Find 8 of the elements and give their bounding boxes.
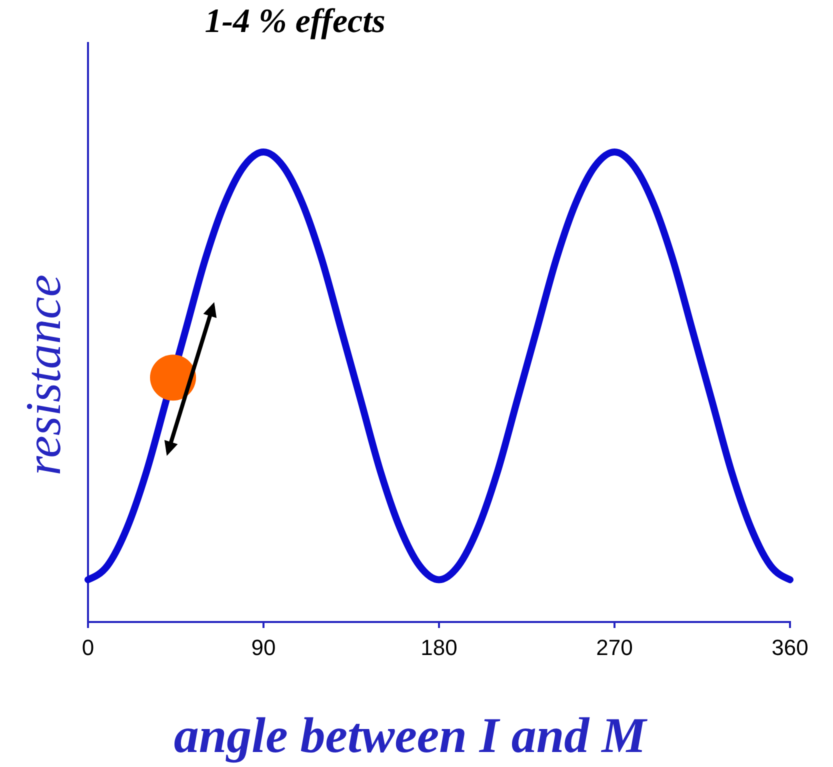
x-axis-title: angle between I and M bbox=[174, 707, 648, 763]
x-tick-label: 270 bbox=[596, 635, 633, 660]
x-tick-label: 90 bbox=[251, 635, 276, 660]
y-axis-title: resistance bbox=[15, 274, 71, 476]
x-tick-label: 360 bbox=[772, 635, 808, 660]
x-tick-label: 0 bbox=[82, 635, 94, 660]
chart-title: 1-4 % effects bbox=[204, 3, 386, 40]
x-tick-label: 180 bbox=[420, 635, 458, 660]
